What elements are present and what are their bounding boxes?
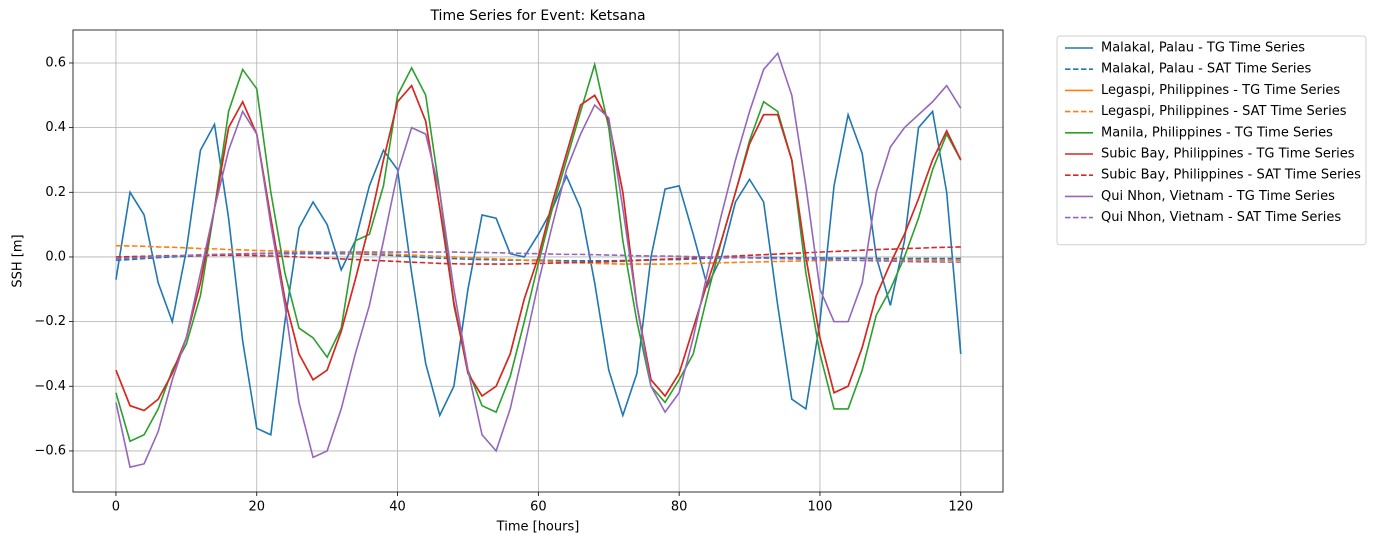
y-tick-label: 0.6 xyxy=(45,55,66,70)
legend-label: Subic Bay, Philippines - TG Time Series xyxy=(1101,147,1355,162)
y-tick-label: 0.2 xyxy=(45,185,66,200)
legend-label: Qui Nhon, Vietnam - TG Time Series xyxy=(1101,189,1335,204)
legend-label: Legaspi, Philippines - SAT Time Series xyxy=(1101,104,1347,119)
legend-box xyxy=(1056,35,1367,246)
y-tick-label: −0.4 xyxy=(34,379,66,394)
y-tick-label: −0.2 xyxy=(34,314,66,329)
y-tick-label: −0.6 xyxy=(34,443,66,458)
y-axis-label: SSH [m] xyxy=(11,234,26,287)
legend-label: Qui Nhon, Vietnam - SAT Time Series xyxy=(1101,210,1341,225)
chart-title: Time Series for Event: Ketsana xyxy=(429,8,645,24)
legend-label: Malakal, Palau - SAT Time Series xyxy=(1101,62,1311,77)
legend-label: Manila, Philippines - TG Time Series xyxy=(1101,125,1333,140)
series-line xyxy=(115,251,961,263)
x-axis-label: Time [hours] xyxy=(496,520,580,535)
y-tick-label: 0.4 xyxy=(45,120,66,135)
x-tick-label: 20 xyxy=(248,500,265,515)
x-tick-label: 120 xyxy=(948,500,973,515)
series-line xyxy=(115,109,962,436)
series-line xyxy=(115,246,961,265)
series-line xyxy=(115,51,962,469)
legend-label: Subic Bay, Philippines - SAT Time Series xyxy=(1101,168,1361,183)
x-tick-label: 40 xyxy=(389,500,406,515)
x-tick-label: 100 xyxy=(808,500,833,515)
legend-label: Legaspi, Philippines - TG Time Series xyxy=(1101,83,1340,98)
plot-frame xyxy=(72,29,1004,493)
y-tick-label: 0.0 xyxy=(45,249,66,264)
x-tick-label: 0 xyxy=(112,500,120,515)
series-line xyxy=(115,61,962,443)
series-line xyxy=(115,244,961,265)
x-tick-label: 80 xyxy=(671,500,688,515)
legend-label: Malakal, Palau - TG Time Series xyxy=(1101,41,1305,56)
x-tick-label: 60 xyxy=(530,500,547,515)
